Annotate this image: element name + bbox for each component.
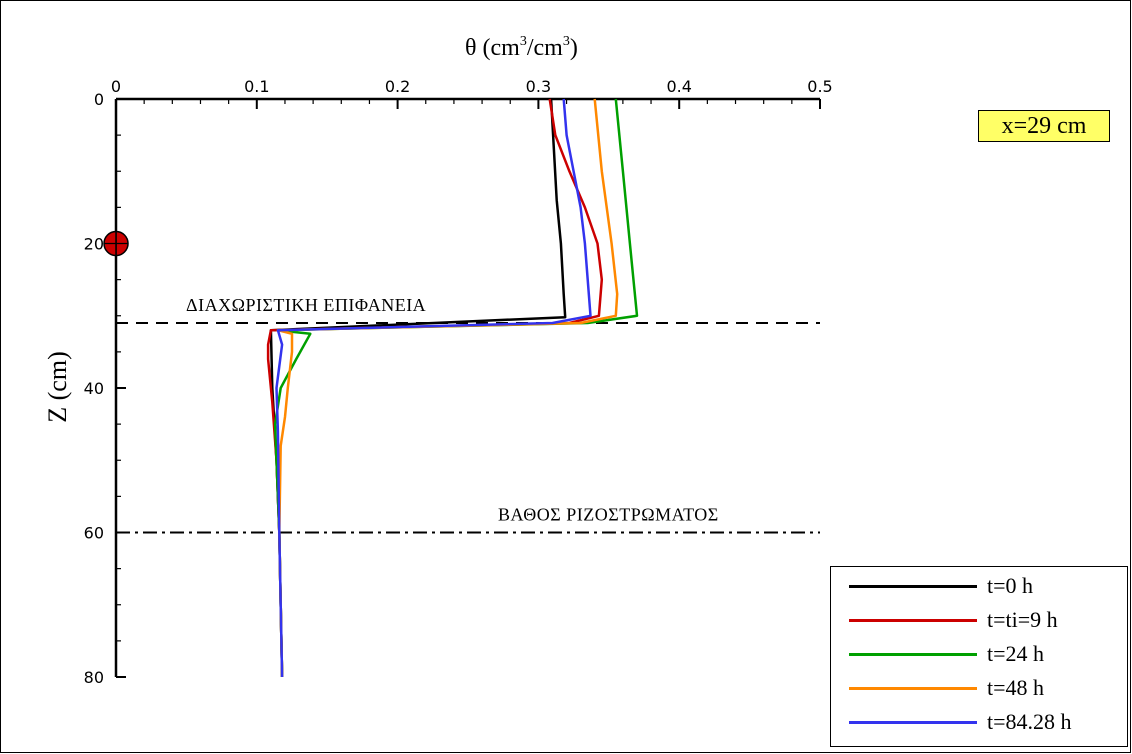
x-tick-label: 0.3	[526, 77, 551, 96]
legend-item: t=ti=9 h	[831, 605, 1127, 635]
legend-item: t=24 h	[831, 639, 1127, 669]
legend-swatch	[849, 619, 977, 622]
legend-label: t=0 h	[987, 573, 1034, 598]
y-tick-label: 60	[84, 524, 104, 543]
y-axis-title: Z (cm)	[43, 351, 72, 422]
legend-swatch	[849, 687, 977, 690]
x-tick-label: 0.4	[666, 77, 691, 96]
legend-label: t=ti=9 h	[987, 607, 1058, 632]
legend-item: t=0 h	[831, 571, 1127, 601]
x-tick-label: 0.1	[244, 77, 269, 96]
series-layer	[266, 98, 639, 678]
series-line-3	[276, 98, 619, 678]
legend-label: t=48 h	[987, 675, 1045, 700]
x-tick-label: 0	[111, 77, 121, 96]
x-tick-label: 0.2	[385, 77, 410, 96]
y-tick-label: 0	[94, 90, 104, 109]
root-zone-depth-label: ΒΑΘΟΣ ΡΙΖΟΣΤΡΩΜΑΤΟΣ	[498, 505, 719, 525]
legend-item: t=48 h	[831, 673, 1127, 703]
legend-label: t=24 h	[987, 641, 1045, 666]
reference-lines-layer: ΔΙΑΧΩΡΙΣΤΙΚΗ ΕΠΙΦΑΝΕΙΑ ΒΑΘΟΣ ΡΙΖΟΣΤΡΩΜΑΤΟ…	[116, 295, 820, 534]
legend-label: t=84.28 h	[987, 709, 1072, 734]
legend-swatch	[849, 585, 977, 588]
y-tick-label: 40	[84, 379, 104, 398]
y-tick-label: 20	[84, 235, 104, 254]
series-line-4	[275, 98, 592, 678]
marker-layer	[103, 230, 129, 257]
series-line-2	[273, 98, 639, 678]
legend-swatch	[849, 721, 977, 724]
location-annotation-box: x=29 cm	[978, 110, 1110, 142]
legend-swatch	[849, 653, 977, 656]
axes-layer: 0 0.1 0.2 0.3 0.4 0.5 0 20 40 60 80	[84, 77, 833, 687]
legend: t=0 h t=ti=9 h t=24 h t=48 h t=84.28 h	[830, 566, 1128, 747]
legend-item: t=84.28 h	[831, 707, 1127, 737]
x-axis-title: θ (cm3/cm3)	[465, 34, 578, 61]
x-tick-label: 0.5	[807, 77, 832, 96]
series-line-0	[269, 98, 567, 678]
series-line-1	[266, 98, 604, 678]
y-tick-label: 80	[84, 668, 104, 687]
interface-label: ΔΙΑΧΩΡΙΣΤΙΚΗ ΕΠΙΦΑΝΕΙΑ	[186, 295, 426, 315]
